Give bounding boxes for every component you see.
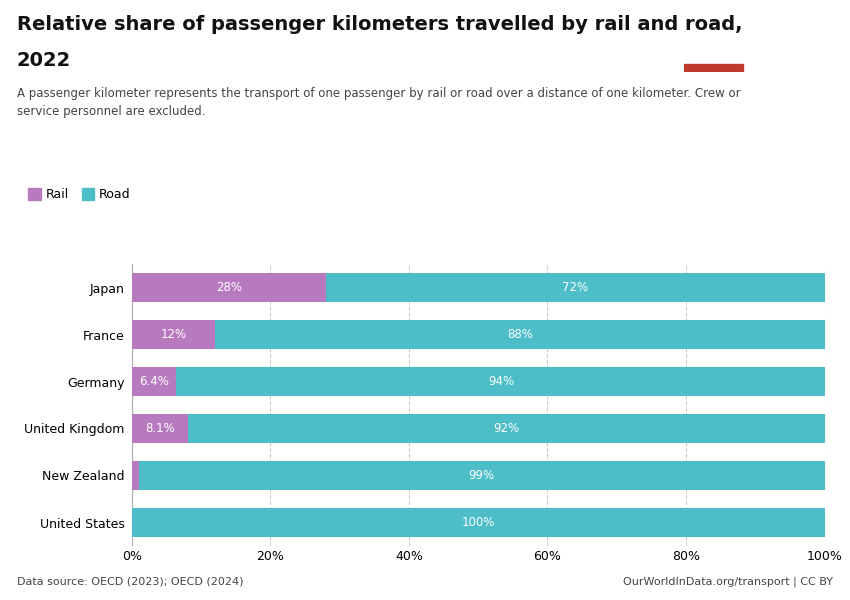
Text: 99%: 99%: [468, 469, 495, 482]
Bar: [132, 461, 139, 490]
Bar: [132, 274, 326, 302]
Text: 100%: 100%: [462, 516, 495, 529]
Text: 92%: 92%: [494, 422, 519, 435]
Bar: [215, 320, 824, 349]
Bar: [132, 367, 176, 395]
Text: 72%: 72%: [562, 281, 588, 294]
Text: in Data: in Data: [732, 43, 777, 53]
Text: 94%: 94%: [489, 375, 515, 388]
Bar: [188, 415, 825, 443]
Text: 2022: 2022: [17, 51, 71, 70]
Bar: [132, 415, 188, 443]
Text: 88%: 88%: [507, 328, 533, 341]
Bar: [139, 461, 824, 490]
Legend: Rail, Road: Rail, Road: [23, 183, 136, 206]
Text: 12%: 12%: [161, 328, 186, 341]
Text: 6.4%: 6.4%: [139, 375, 169, 388]
Text: Relative share of passenger kilometers travelled by rail and road,: Relative share of passenger kilometers t…: [17, 15, 743, 34]
Bar: [684, 64, 743, 72]
Text: Data source: OECD (2023); OECD (2024): Data source: OECD (2023); OECD (2024): [17, 577, 243, 587]
Text: Our World: Our World: [722, 22, 786, 32]
Text: 8.1%: 8.1%: [145, 422, 175, 435]
Bar: [326, 274, 824, 302]
Bar: [176, 367, 827, 395]
Text: A passenger kilometer represents the transport of one passenger by rail or road : A passenger kilometer represents the tra…: [17, 87, 740, 118]
Bar: [132, 508, 824, 536]
Text: OurWorldInData.org/transport | CC BY: OurWorldInData.org/transport | CC BY: [623, 576, 833, 587]
Bar: [132, 320, 215, 349]
Text: 28%: 28%: [216, 281, 241, 294]
